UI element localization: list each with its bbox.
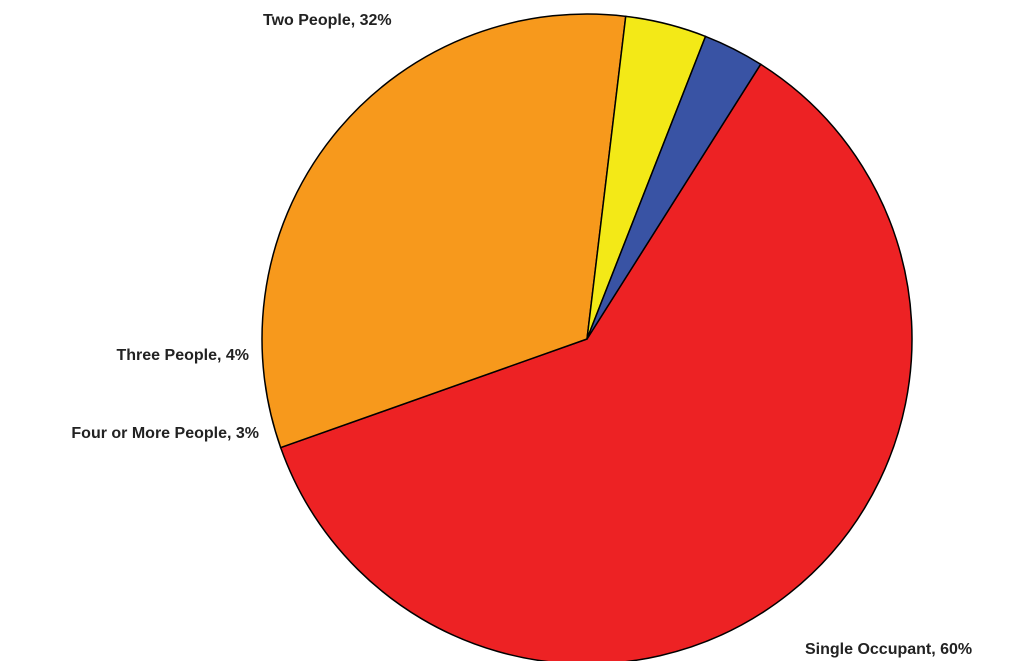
labels-layer: Single Occupant, 60% Two People, 32% Three… bbox=[71, 12, 972, 658]
slice-label-three-people: Three People, 4% bbox=[117, 347, 250, 364]
pie-slice-single-occupant bbox=[279, 63, 913, 661]
slices-layer bbox=[261, 13, 913, 661]
slice-label-two-people: Two People, 32% bbox=[263, 12, 392, 29]
pie-slice-four-or-more-people bbox=[586, 35, 762, 340]
slice-label-four-or-more-people: Four or More People, 3% bbox=[71, 425, 259, 442]
slice-label-single-occupant: Single Occupant, 60% bbox=[805, 641, 972, 658]
pie-slice-two-people bbox=[261, 13, 627, 449]
